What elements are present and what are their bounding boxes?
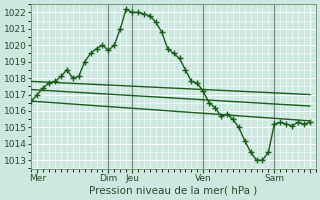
X-axis label: Pression niveau de la mer( hPa ): Pression niveau de la mer( hPa )	[90, 186, 258, 196]
